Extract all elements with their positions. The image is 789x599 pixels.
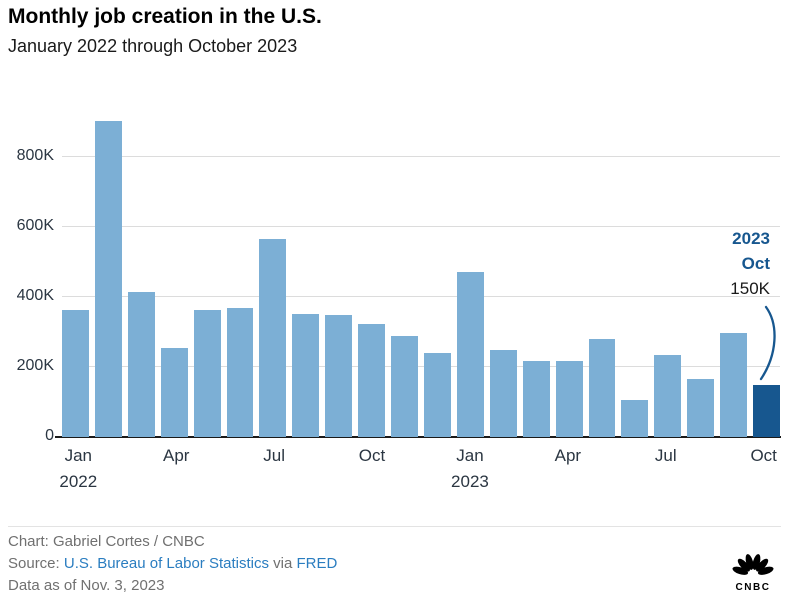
x-tick-label-jan-12: Jan — [456, 446, 484, 465]
bar-aug-2023 — [687, 379, 715, 437]
source-link-bls[interactable]: U.S. Bureau of Labor Statistics — [63, 555, 269, 572]
bar-dec-2022 — [423, 353, 451, 437]
cnbc-logo-text: CNBC — [735, 582, 771, 593]
bar-jul-2023 — [654, 354, 682, 437]
data-as-of: Data as of Nov. 3, 2023 — [8, 577, 165, 594]
x-year-label-2022: 2022 — [59, 472, 98, 491]
bar-oct-2023 — [753, 384, 780, 437]
bar-may-2022 — [193, 309, 221, 437]
annotation-connector-line — [759, 305, 776, 381]
x-axis: Jan 2022 Apr Jul Oct Jan 2023 Apr Jul Oct — [59, 446, 780, 498]
bar-feb-2023 — [489, 350, 517, 437]
x-tick-label-jul-18: Jul — [654, 446, 677, 465]
gridline-800K — [62, 156, 780, 158]
highlight-annotation: 2023 Oct 150K — [730, 226, 770, 301]
bar-may-2023 — [588, 338, 616, 437]
plot-area — [62, 112, 780, 437]
bar-oct-2022 — [358, 323, 386, 437]
cnbc-logo: CNBC — [729, 548, 777, 593]
x-tick-label-jan-0: Jan — [64, 446, 93, 465]
bar-apr-2023 — [555, 361, 583, 437]
bar-feb-2022 — [94, 121, 122, 437]
x-tick-label-oct-9: Oct — [358, 446, 386, 465]
gridline-200K — [62, 366, 780, 368]
source-link-fred[interactable]: FRED — [296, 555, 338, 572]
gridline-400K — [62, 296, 780, 298]
gridline-600K — [62, 226, 780, 228]
source-line: Source: U.S. Bureau of Labor Statistics … — [8, 553, 337, 575]
bar-sep-2023 — [720, 333, 748, 437]
bar-mar-2023 — [522, 361, 550, 437]
bar-aug-2022 — [292, 314, 320, 437]
annotation-value: 150K — [730, 279, 770, 298]
chart-title: Monthly job creation in the U.S. — [8, 5, 322, 28]
footer-divider — [8, 526, 781, 527]
bar-mar-2022 — [127, 292, 155, 437]
bars — [62, 112, 780, 437]
x-tick-label-jul-6: Jul — [263, 446, 285, 465]
y-tick-label-0: 0 — [45, 427, 54, 445]
x-axis-line — [55, 436, 781, 438]
footer: Chart: Gabriel Cortes / CNBC Source: U.S… — [8, 531, 337, 597]
bar-jul-2022 — [259, 238, 287, 437]
chart-subtitle: January 2022 through October 2023 — [8, 36, 298, 56]
y-tick-label-200K: 200K — [16, 357, 54, 375]
x-tick-label-apr-15: Apr — [554, 446, 582, 465]
x-tick-label-apr-3: Apr — [162, 446, 190, 465]
bar-jun-2022 — [226, 307, 254, 437]
source-label: Source: — [8, 555, 60, 572]
bar-nov-2022 — [391, 335, 418, 437]
bar-jun-2023 — [621, 400, 649, 437]
annotation-year: 2023 — [732, 229, 770, 248]
y-tick-label-600K: 600K — [16, 217, 54, 235]
source-via-label: via — [273, 555, 293, 572]
cnbc-peacock-icon — [732, 554, 774, 575]
y-axis: 0 200K 400K 600K 800K — [0, 112, 54, 445]
x-year-label-2023: 2023 — [451, 472, 489, 491]
bar-apr-2022 — [160, 348, 188, 437]
y-tick-label-800K: 800K — [16, 147, 54, 165]
bar-jan-2023 — [456, 272, 484, 437]
bar-sep-2022 — [325, 314, 353, 437]
x-tick-label-oct-21: Oct — [750, 446, 777, 465]
y-tick-label-400K: 400K — [16, 287, 54, 305]
chart-credit: Chart: Gabriel Cortes / CNBC — [8, 533, 205, 550]
annotation-month: Oct — [741, 254, 770, 273]
bar-jan-2022 — [62, 309, 89, 437]
